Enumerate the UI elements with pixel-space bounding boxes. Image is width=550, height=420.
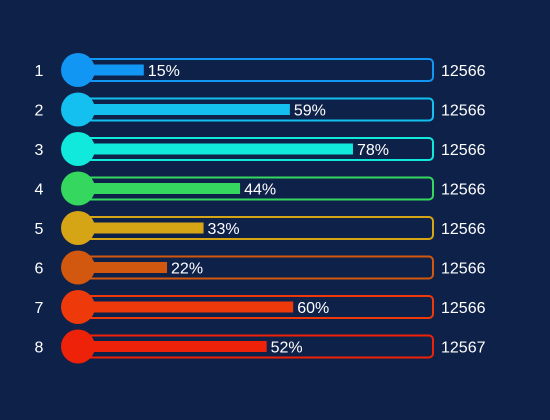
bar	[94, 64, 144, 76]
bar-circle-marker	[61, 92, 95, 127]
percent-label: 60%	[297, 300, 329, 317]
bar-circle-marker	[61, 211, 95, 245]
percent-label: 59%	[294, 103, 326, 120]
value-label: 12566	[441, 142, 486, 159]
value-label: 12566	[441, 103, 486, 120]
percent-label: 33%	[208, 221, 240, 238]
bar-circle-marker	[61, 290, 95, 324]
rank-label: 4	[35, 182, 44, 199]
rank-label: 6	[35, 261, 44, 278]
percent-label: 78%	[357, 142, 389, 159]
bar-circle-marker	[61, 132, 95, 166]
bar	[94, 143, 353, 155]
rank-label: 3	[35, 142, 44, 159]
bar-row: 4 44% 12566	[35, 171, 486, 206]
value-label: 12566	[441, 63, 486, 80]
bar-circle-marker	[61, 171, 95, 206]
bar-row: 6 22% 12566	[35, 250, 486, 285]
rank-label: 7	[35, 300, 44, 317]
rank-label: 5	[35, 221, 44, 238]
bar-circle-marker	[61, 53, 95, 87]
percent-label: 52%	[271, 340, 303, 357]
bar	[94, 301, 294, 313]
bar-circle-marker	[61, 250, 95, 285]
bar-row: 1 15% 12566	[35, 53, 486, 87]
percent-label: 15%	[148, 63, 180, 80]
bar	[94, 262, 168, 273]
bar-circle-marker	[61, 329, 95, 364]
bar-row: 7 60% 12566	[35, 290, 486, 324]
bar	[94, 104, 290, 115]
value-label: 12566	[441, 261, 486, 278]
rank-label: 8	[35, 340, 44, 357]
bar-row: 8 52% 12567	[35, 329, 486, 364]
bar	[94, 341, 267, 352]
value-label: 12566	[441, 182, 486, 199]
bar	[94, 183, 241, 194]
value-label: 12566	[441, 221, 486, 238]
rank-label: 2	[35, 103, 44, 120]
value-label: 12567	[441, 340, 486, 357]
percent-label: 22%	[171, 261, 203, 278]
bar-row: 5 33% 12566	[35, 211, 486, 245]
percent-label: 44%	[244, 182, 276, 199]
value-label: 12566	[441, 300, 486, 317]
bar-row: 3 78% 12566	[35, 132, 486, 166]
rank-label: 1	[35, 63, 44, 80]
bar-row: 2 59% 12566	[35, 92, 486, 127]
bar	[94, 222, 204, 234]
